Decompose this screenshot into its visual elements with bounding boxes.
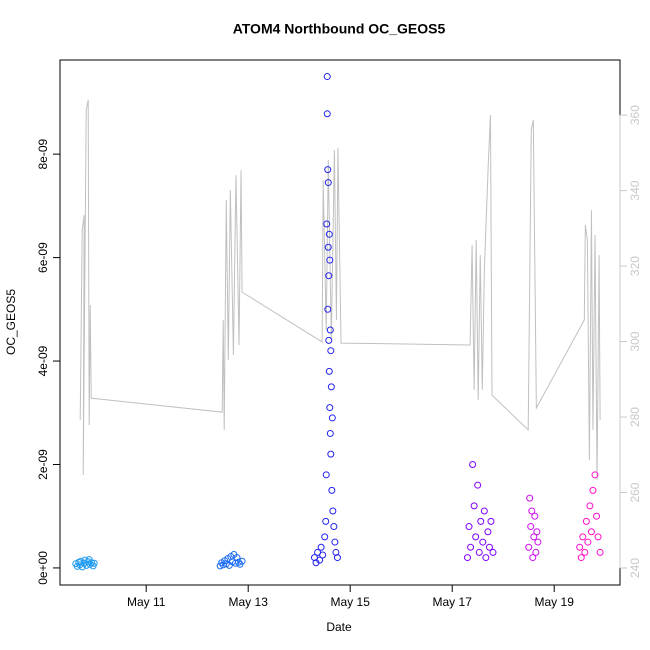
data-point <box>474 481 482 489</box>
data-point <box>325 367 333 375</box>
data-point <box>532 548 540 556</box>
data-point <box>235 558 243 566</box>
data-point <box>534 538 542 546</box>
data-point <box>533 528 541 536</box>
data-point <box>326 326 334 334</box>
data-point <box>321 533 329 541</box>
data-point <box>238 557 246 565</box>
data-point <box>475 548 483 556</box>
data-point <box>593 512 601 520</box>
data-point <box>526 494 534 502</box>
data-point <box>327 450 335 458</box>
y-tick-label: 2e-09 <box>36 449 50 480</box>
data-point <box>322 471 330 479</box>
data-point <box>582 517 590 525</box>
data-line <box>79 99 601 481</box>
x-tick-label: May 13 <box>229 595 269 609</box>
data-point <box>319 551 327 559</box>
data-point <box>322 517 330 525</box>
data-point <box>325 336 333 344</box>
data-point <box>591 471 599 479</box>
data-point <box>596 548 604 556</box>
y-axis-title: OC_GEOS5 <box>4 289 18 355</box>
data-point <box>489 548 497 556</box>
data-point <box>525 543 533 551</box>
data-point <box>527 523 535 531</box>
data-point <box>581 548 589 556</box>
data-point <box>233 554 241 562</box>
y2-tick-label: 360 <box>628 105 642 125</box>
data-point <box>577 554 585 562</box>
data-point <box>333 554 341 562</box>
data-point <box>589 486 597 494</box>
data-point <box>479 538 487 546</box>
data-point <box>465 523 473 531</box>
data-point <box>326 256 334 264</box>
data-point <box>576 543 584 551</box>
data-point <box>530 533 538 541</box>
data-point <box>484 528 492 536</box>
data-point <box>528 507 536 515</box>
data-point <box>328 486 336 494</box>
data-point <box>323 73 331 81</box>
x-tick-label: May 15 <box>331 595 371 609</box>
data-point <box>325 230 333 238</box>
data-point <box>579 533 587 541</box>
y-tick-label: 0e+00 <box>36 551 50 585</box>
data-point <box>477 517 485 525</box>
data-point <box>464 554 472 562</box>
data-point <box>531 512 539 520</box>
data-point <box>587 528 595 536</box>
data-point <box>330 523 338 531</box>
data-point <box>584 538 592 546</box>
x-tick-label: May 11 <box>127 595 166 609</box>
y-tick-label: 8e-09 <box>36 138 50 169</box>
data-point <box>324 179 332 187</box>
y2-tick-label: 240 <box>628 558 642 578</box>
data-point <box>480 507 488 515</box>
data-point <box>586 502 594 510</box>
x-tick-label: May 19 <box>535 595 575 609</box>
data-point <box>317 543 325 551</box>
y-tick-label: 4e-09 <box>36 345 50 376</box>
data-point <box>325 272 333 280</box>
y-tick-label: 6e-09 <box>36 242 50 273</box>
y2-tick-label: 280 <box>628 407 642 427</box>
data-point <box>331 538 339 546</box>
data-point <box>472 533 480 541</box>
y2-tick-label: 260 <box>628 482 642 502</box>
data-point <box>467 543 475 551</box>
data-point <box>323 110 331 118</box>
data-point <box>326 429 334 437</box>
y2-tick-label: 300 <box>628 331 642 351</box>
y2-tick-label: 320 <box>628 256 642 276</box>
data-point <box>487 517 495 525</box>
x-tick-label: May 17 <box>433 595 473 609</box>
data-point <box>482 554 490 562</box>
data-point <box>327 383 335 391</box>
data-point <box>327 347 335 355</box>
data-point <box>470 502 478 510</box>
data-point <box>469 460 477 468</box>
data-point <box>529 554 537 562</box>
data-point <box>324 305 332 313</box>
data-point <box>485 543 493 551</box>
x-axis-title: Date <box>326 620 352 634</box>
data-point <box>594 533 602 541</box>
chart-title: ATOM4 Northbound OC_GEOS5 <box>233 21 446 37</box>
data-point <box>90 559 98 567</box>
data-point <box>316 556 324 564</box>
data-point <box>328 414 336 422</box>
data-point <box>329 507 337 515</box>
data-point <box>324 243 332 251</box>
data-point <box>78 563 86 571</box>
data-point <box>323 220 331 228</box>
y2-tick-label: 340 <box>628 180 642 200</box>
data-point <box>324 166 332 174</box>
data-point <box>326 404 334 412</box>
